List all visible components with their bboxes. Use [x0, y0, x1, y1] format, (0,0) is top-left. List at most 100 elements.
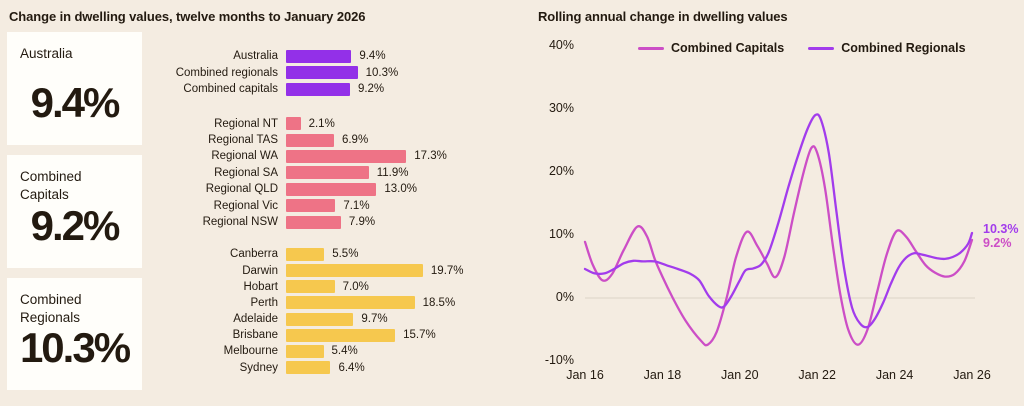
bar-track: 7.1% [286, 199, 370, 213]
x-axis-tick-label: Jan 24 [875, 368, 914, 382]
bar [286, 133, 334, 147]
bar-row: Regional NT 2.1% [148, 116, 464, 132]
regionals-end-value-label: 10.3% [983, 222, 1019, 236]
dwelling-values-bar-chart: Australia 9.4% Combined regionals 10.3% Comb… [148, 48, 464, 376]
bar [286, 344, 324, 358]
bar-track: 17.3% [286, 149, 447, 163]
bar-group-national: Australia 9.4% Combined regionals 10.3% Comb… [148, 48, 464, 98]
series-line-combined-regionals [583, 113, 974, 329]
y-axis-tick-label: 30% [548, 100, 574, 115]
bar-track: 2.1% [286, 117, 335, 131]
bar-category-label: Adelaide [233, 313, 278, 326]
y-axis-tick-label: 0% [555, 290, 574, 304]
bar [286, 82, 350, 96]
bar-category-label: Melbourne [223, 345, 278, 358]
bar-category-label: Australia [233, 50, 278, 63]
bar-row: Australia 9.4% [148, 48, 464, 65]
bar-track: 15.7% [286, 328, 436, 342]
series-line-combined-capitals [583, 145, 974, 347]
legend-item-combined-capitals[interactable]: Combined Capitals [638, 41, 784, 55]
rolling-change-panel: Rolling annual change in dwelling values… [530, 0, 1024, 406]
line-chart-title: Rolling annual change in dwelling values [538, 9, 788, 24]
bar [286, 49, 352, 63]
bar-value-label: 7.9% [348, 216, 376, 229]
bar-group-capitals: Canberra 5.5% Darwin 19.7% Hobart 7.0% Perth 18… [148, 246, 464, 376]
bar [286, 361, 331, 375]
bar-track: 7.9% [286, 215, 376, 229]
bar-category-label: Sydney [239, 361, 278, 374]
bar [286, 328, 396, 342]
bar-row: Regional QLD 13.0% [148, 181, 464, 197]
stat-card-combined-regionals: Combined Regionals 10.3% [7, 278, 142, 390]
bar-value-label: 11.9% [376, 166, 409, 179]
bar-value-label: 13.0% [384, 183, 417, 196]
bar-row: Regional NSW 7.9% [148, 214, 464, 230]
bar-row: Regional WA 17.3% [148, 148, 464, 164]
bar-track: 9.2% [286, 82, 384, 96]
x-axis-tick-label: Jan 20 [721, 368, 759, 382]
bar-value-label: 15.7% [403, 329, 436, 342]
bar-category-label: Combined regionals [175, 66, 278, 79]
y-axis-tick-label: 40% [548, 37, 574, 52]
bar-track: 5.5% [286, 247, 358, 261]
bar-value-label: 19.7% [430, 264, 464, 277]
bar-track: 7.0% [286, 280, 369, 294]
bar [286, 199, 336, 213]
stat-card-label: Combined Regionals [20, 292, 82, 325]
bar-value-label: 7.0% [342, 280, 369, 293]
bar-row: Canberra 5.5% [148, 246, 464, 262]
bar [286, 264, 423, 278]
bar-category-label: Regional NT [214, 117, 278, 130]
bar [286, 149, 407, 163]
stat-card-australia: Australia 9.4% [7, 32, 142, 145]
bar-category-label: Regional Vic [213, 199, 278, 212]
stat-card-label: Australia [20, 46, 73, 61]
bar-value-label: 18.5% [422, 296, 456, 309]
stat-card-value: 9.4% [30, 79, 121, 126]
bar-row: Perth 18.5% [148, 295, 464, 311]
bar-group-regional: Regional NT 2.1% Regional TAS 6.9% Regional … [148, 116, 464, 231]
x-axis-tick-label: Jan 22 [798, 368, 836, 382]
bar [286, 296, 415, 310]
bar-track: 6.9% [286, 133, 369, 147]
bar-row: Regional SA 11.9% [148, 165, 464, 181]
y-axis-tick-label: -10% [544, 353, 574, 368]
bar-value-label: 9.7% [361, 313, 388, 326]
y-axis-tick-label: 10% [548, 226, 574, 241]
bar-category-label: Combined capitals [183, 83, 278, 96]
bar [286, 166, 369, 180]
bar-track: 19.7% [286, 264, 464, 278]
bar-value-label: 10.3% [365, 66, 399, 79]
bar-category-label: Regional NSW [202, 216, 278, 229]
rolling-change-line-chart [583, 113, 975, 347]
bar-value-label: 5.4% [331, 345, 358, 358]
bar-track: 9.7% [286, 312, 388, 326]
capitals-end-value-label: 9.2% [983, 236, 1012, 250]
bar-row: Combined regionals 10.3% [148, 65, 464, 82]
bar-track: 6.4% [286, 361, 365, 375]
legend-item-combined-regionals[interactable]: Combined Regionals [808, 41, 966, 55]
stat-card-value: 9.2% [30, 202, 121, 249]
bar-category-label: Canberra [230, 248, 278, 261]
bar-track: 10.3% [286, 66, 399, 80]
bar [286, 215, 341, 229]
bar-track: 13.0% [286, 182, 417, 196]
bar-category-label: Regional SA [214, 166, 278, 179]
bar-value-label: 7.1% [343, 199, 370, 212]
stat-card-combined-capitals: Combined Capitals 9.2% [7, 155, 142, 268]
bar-value-label: 6.9% [341, 134, 369, 147]
x-axis-tick-label: Jan 18 [643, 368, 682, 382]
bar-category-label: Brisbane [232, 329, 278, 342]
bar-row: Melbourne 5.4% [148, 343, 464, 359]
bar [286, 312, 354, 326]
y-axis-tick-label: 20% [548, 163, 574, 178]
bar-category-label: Regional WA [211, 150, 278, 163]
bar [286, 247, 325, 261]
bar-row: Combined capitals 9.2% [148, 81, 464, 98]
bar-track: 18.5% [286, 296, 456, 310]
bar-row: Brisbane 15.7% [148, 327, 464, 343]
regionals-line-swatch-icon [808, 46, 835, 50]
bar [286, 182, 377, 196]
bar-category-label: Hobart [243, 280, 278, 293]
